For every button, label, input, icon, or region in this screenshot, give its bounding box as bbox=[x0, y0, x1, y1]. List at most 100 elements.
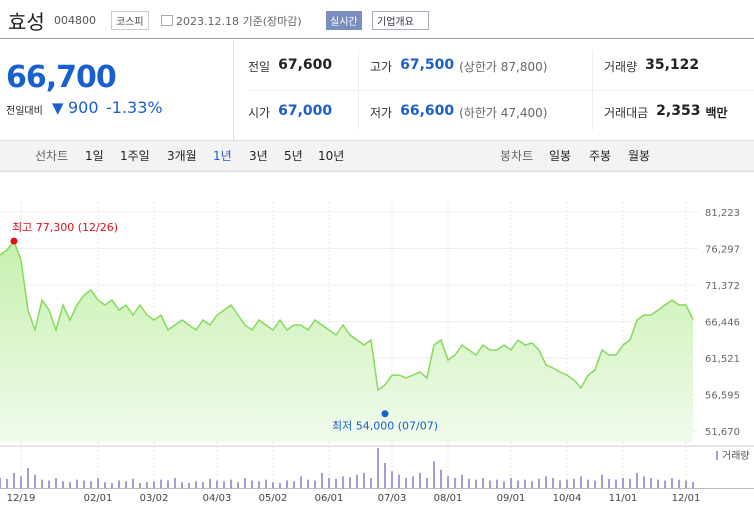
candle-tab[interactable]: 월봉 bbox=[628, 149, 651, 163]
volume-bar bbox=[258, 481, 260, 488]
volume-bar bbox=[13, 473, 15, 488]
y-tick-label: 81,223 bbox=[705, 208, 740, 219]
calendar-icon bbox=[161, 15, 173, 26]
volume-bar bbox=[195, 481, 197, 488]
candle-tab[interactable]: 주봉 bbox=[589, 149, 612, 163]
volume-bar bbox=[146, 482, 148, 488]
volume-bar bbox=[314, 480, 316, 488]
volume-bar bbox=[496, 479, 498, 488]
volume-bar bbox=[307, 479, 309, 488]
volume-bar bbox=[580, 476, 582, 488]
period-tab[interactable]: 1일 bbox=[85, 149, 104, 163]
volume-bar bbox=[202, 482, 204, 488]
annotation-label: 최고 77,300 (12/26) bbox=[12, 221, 118, 234]
volume-bar bbox=[664, 480, 666, 488]
volume-bar bbox=[209, 478, 211, 488]
volume-bar bbox=[517, 480, 519, 488]
volume-bar bbox=[265, 479, 267, 488]
volume-bar bbox=[181, 482, 183, 488]
volume-bar bbox=[384, 463, 386, 488]
volume-bar bbox=[132, 478, 134, 488]
volume-bar bbox=[118, 480, 120, 488]
volume-bar bbox=[286, 480, 288, 488]
volume-bar bbox=[531, 481, 533, 488]
volume-bar bbox=[342, 476, 344, 488]
volume-bar bbox=[0, 478, 1, 488]
period-tab[interactable]: 10년 bbox=[318, 149, 345, 163]
item-value: 66,600 bbox=[400, 103, 455, 119]
volume-bar bbox=[440, 469, 442, 488]
item-value: 2,353 bbox=[656, 103, 701, 119]
chart: 51,670 56,595 61,521 66,446 71,372 76,297 81,2… bbox=[0, 170, 754, 504]
period-tab[interactable]: 3년 bbox=[249, 149, 268, 163]
volume-bar bbox=[587, 479, 589, 488]
volume-bar bbox=[237, 482, 239, 488]
realtime-button[interactable]: 실시간 bbox=[326, 11, 362, 30]
volume-bar bbox=[160, 479, 162, 488]
y-tick-label: 61,521 bbox=[705, 354, 740, 365]
divider bbox=[358, 50, 359, 130]
stock-code: 004800 bbox=[54, 14, 96, 27]
period-tab[interactable]: 5년 bbox=[284, 149, 303, 163]
period-tab[interactable]: 3개월 bbox=[167, 149, 197, 163]
volume-bar bbox=[475, 479, 477, 488]
legend-swatch bbox=[716, 451, 718, 460]
candle-tab[interactable]: 일봉 bbox=[549, 149, 572, 163]
volume-bar bbox=[412, 476, 414, 488]
x-tick-label: 09/01 bbox=[497, 493, 526, 504]
volume-bar bbox=[69, 482, 71, 488]
volume-bar bbox=[370, 478, 372, 488]
annotation-dot bbox=[10, 237, 18, 245]
volume-bar bbox=[216, 480, 218, 488]
x-tick-label: 12/01 bbox=[672, 493, 701, 504]
volume-bar bbox=[510, 478, 512, 488]
volume-bar bbox=[454, 478, 456, 488]
change-rate: -1.33% bbox=[106, 98, 163, 117]
volume-bar bbox=[188, 483, 190, 488]
divider bbox=[248, 90, 754, 91]
volume-bar bbox=[97, 478, 99, 488]
volume-bar bbox=[41, 479, 43, 488]
item-label: 거래대금 bbox=[604, 106, 649, 120]
y-tick-label: 56,595 bbox=[705, 391, 740, 402]
volume-bar bbox=[671, 478, 673, 488]
volume-bar bbox=[363, 473, 365, 488]
period-tab[interactable]: 1년 bbox=[213, 149, 232, 163]
stock-name: 효성 bbox=[8, 10, 45, 34]
company-info-dropdown[interactable]: 기업개요 bbox=[372, 11, 429, 30]
volume-bar bbox=[125, 481, 127, 488]
volume-bar bbox=[468, 478, 470, 488]
volume-bar bbox=[90, 481, 92, 488]
volume-bar bbox=[650, 478, 652, 488]
volume-bar bbox=[657, 479, 659, 488]
volume-bar bbox=[433, 461, 435, 488]
volume-bar bbox=[174, 478, 176, 488]
x-tick-label: 07/03 bbox=[378, 493, 407, 504]
tab-bar bbox=[0, 140, 754, 172]
volume-bar bbox=[503, 481, 505, 488]
volume-bar bbox=[685, 480, 687, 488]
x-tick-label: 11/01 bbox=[609, 493, 638, 504]
period-tab[interactable]: 1주일 bbox=[120, 149, 150, 163]
volume-bar bbox=[447, 476, 449, 488]
current-price: 66,700 bbox=[6, 60, 117, 95]
volume-bar bbox=[545, 476, 547, 488]
item-unit: 백만 bbox=[705, 106, 728, 120]
x-tick-label: 05/02 bbox=[259, 493, 288, 504]
volume-bar bbox=[622, 478, 624, 488]
volume-bar bbox=[601, 474, 603, 488]
volume-bar bbox=[538, 478, 540, 488]
volume-bar bbox=[636, 473, 638, 488]
volume-bar bbox=[153, 481, 155, 488]
volume-bar bbox=[27, 468, 29, 488]
volume-bar bbox=[321, 473, 323, 488]
volume-bar bbox=[335, 478, 337, 488]
volume-bar bbox=[461, 474, 463, 488]
volume-bar bbox=[20, 476, 22, 488]
annotation-dot bbox=[381, 410, 389, 418]
volume-bar bbox=[405, 478, 407, 488]
volume-bar bbox=[419, 473, 421, 488]
chart-type-label: 선차트 bbox=[35, 149, 69, 163]
volume-bar bbox=[398, 474, 400, 488]
volume-bar bbox=[104, 482, 106, 488]
